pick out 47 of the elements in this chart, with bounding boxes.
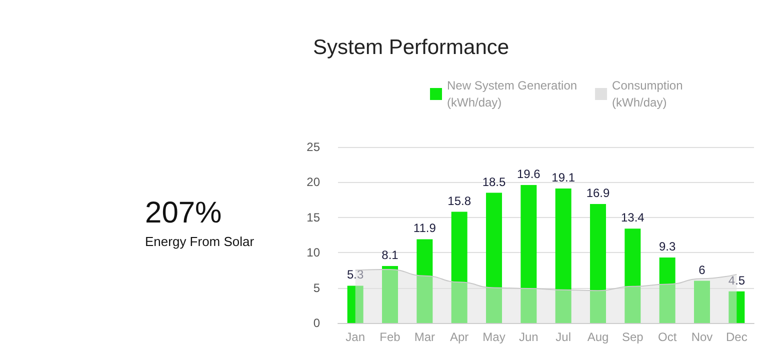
bar — [347, 286, 364, 323]
bar — [694, 280, 710, 323]
y-tick-label: 15 — [306, 210, 320, 224]
bar — [520, 185, 537, 323]
data-label: 5.3 — [346, 268, 364, 282]
bar — [590, 204, 606, 323]
bar — [416, 239, 433, 323]
x-tick-label: May — [482, 330, 506, 344]
bar — [555, 188, 572, 323]
data-label: 16.9 — [586, 186, 610, 200]
data-label: 11.9 — [413, 221, 436, 236]
bar — [624, 228, 641, 323]
chart-title: System Performance — [313, 36, 510, 59]
bar — [382, 266, 398, 323]
bar — [451, 212, 468, 323]
data-label: 6 — [698, 262, 706, 277]
bar — [659, 258, 676, 323]
x-tick-label: Aug — [587, 330, 609, 344]
text: 207% — [144, 196, 222, 230]
text: Energy From Solar — [145, 234, 255, 249]
x-tick-label: Jun — [518, 330, 538, 344]
x-tick-label: Nov — [691, 330, 713, 344]
data-label: 8.1 — [382, 248, 399, 262]
data-label: 4.5 — [728, 273, 746, 288]
data-label: 19.1 — [552, 170, 576, 185]
legend-label: New System Generation (kWh/day) — [447, 78, 578, 110]
data-label: 19.6 — [516, 167, 541, 182]
data-label: 15.8 — [448, 194, 472, 208]
x-tick-label: Oct — [658, 330, 678, 344]
y-tick-label: 20 — [306, 175, 320, 190]
data-label: 13.4 — [620, 210, 645, 225]
y-tick-label: 25 — [306, 140, 320, 154]
y-tick-label: 10 — [306, 246, 320, 260]
data-label: 9.3 — [658, 240, 676, 254]
data-label: 18.5 — [482, 174, 506, 189]
x-tick-label: Sep — [622, 330, 644, 344]
bar — [728, 291, 745, 323]
x-tick-label: Jul — [556, 330, 572, 344]
x-tick-label: Jan — [346, 330, 366, 344]
y-tick-label: 5 — [313, 280, 320, 295]
x-tick-label: Dec — [726, 330, 748, 344]
x-tick-label: Apr — [450, 330, 469, 344]
x-tick-label: Mar — [414, 330, 436, 344]
y-tick-label: 0 — [313, 316, 320, 330]
bar — [486, 192, 502, 323]
legend-label: Consumption (kWh/day) — [612, 78, 683, 110]
x-tick-label: Feb — [380, 330, 401, 344]
